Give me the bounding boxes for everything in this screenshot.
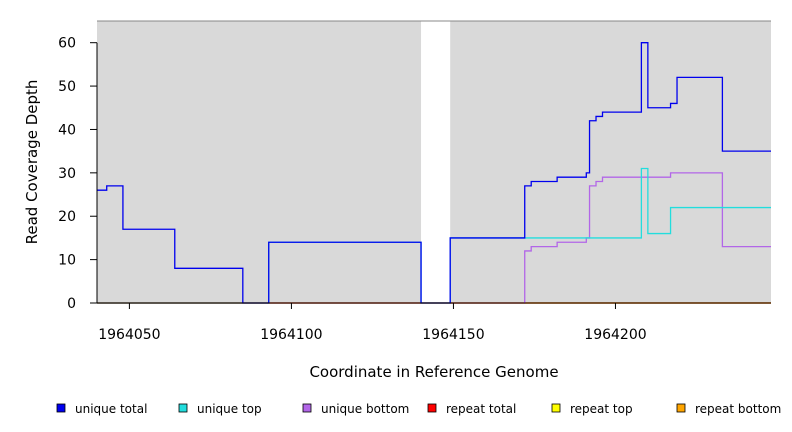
legend-swatch — [178, 403, 188, 413]
y-tick-label: 0 — [67, 296, 76, 312]
legend-item-unique-bottom: unique bottom — [302, 402, 409, 416]
x-axis: 1964050 1964100 1964150 1964200 — [97, 302, 771, 343]
legend-item-repeat-bottom: repeat bottom — [676, 402, 781, 416]
y-tick-label: 60 — [58, 36, 76, 52]
x-tick-label: 1964050 — [98, 327, 160, 343]
legend-label: unique top — [197, 402, 262, 416]
legend-label: repeat bottom — [695, 402, 781, 416]
y-axis: 0 10 20 30 40 50 60 — [58, 36, 98, 312]
legend-swatch — [551, 403, 561, 413]
legend-item-unique-top: unique top — [178, 402, 262, 416]
legend-item-unique-total: unique total — [56, 402, 147, 416]
plot-background — [97, 20, 771, 303]
legend-label: unique bottom — [321, 402, 409, 416]
y-tick-label: 20 — [58, 209, 76, 225]
legend-item-repeat-total: repeat total — [427, 402, 516, 416]
legend-swatch — [676, 403, 686, 413]
legend-label: repeat top — [570, 402, 633, 416]
shaded-region-1 — [450, 21, 771, 303]
series-line-unique-bottom — [97, 172, 771, 304]
series-line-unique-total — [97, 42, 771, 304]
x-tick-label: 1964150 — [422, 327, 484, 343]
legend-item-repeat-top: repeat top — [551, 402, 633, 416]
legend: unique total unique top unique bottom repea… — [56, 402, 781, 416]
legend-label: unique total — [75, 402, 147, 416]
legend-swatch — [302, 403, 312, 413]
y-tick-label: 40 — [58, 122, 76, 138]
x-tick-label: 1964100 — [260, 327, 322, 343]
x-tick-label: 1964200 — [584, 327, 646, 343]
legend-label: repeat total — [446, 402, 516, 416]
y-tick-label: 10 — [58, 253, 76, 269]
legend-swatch — [56, 403, 66, 413]
y-axis-title: Read Coverage Depth — [23, 80, 41, 245]
legend-swatch — [427, 403, 437, 413]
y-tick-label: 30 — [58, 166, 76, 182]
y-tick-label: 50 — [58, 79, 76, 95]
shaded-region-0 — [97, 21, 422, 303]
x-axis-title: Coordinate in Reference Genome — [309, 363, 558, 381]
